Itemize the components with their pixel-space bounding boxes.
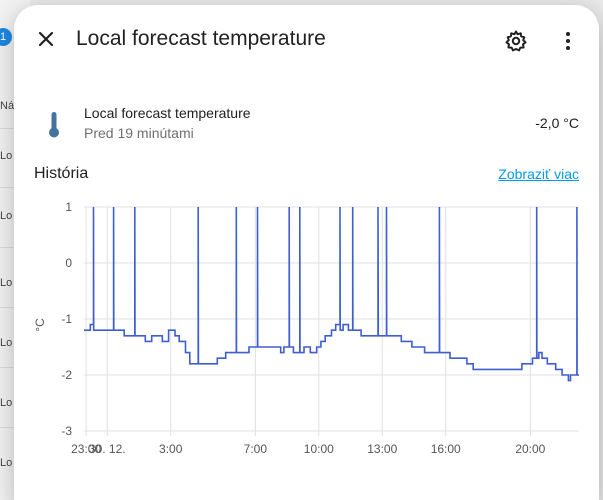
background-row: Lo (0, 337, 13, 349)
y-axis-label: °C (33, 318, 47, 332)
x-tick-label: 30. 12. (89, 442, 126, 456)
y-tick-label: -2 (61, 368, 72, 382)
close-icon (38, 31, 54, 47)
entity-name: Local forecast temperature (84, 105, 251, 121)
x-tick-label: 3:00 (159, 442, 183, 456)
more-options-button[interactable] (556, 29, 580, 53)
background-row: Ná (0, 100, 15, 112)
entity-state: -2,0 °C (535, 115, 579, 131)
x-tick-label: 20:00 (515, 442, 545, 456)
background-row: Lo (0, 210, 13, 222)
dialog-title: Local forecast temperature (76, 27, 326, 50)
gear-icon (505, 30, 527, 52)
x-tick-label: 7:00 (244, 442, 268, 456)
y-tick-label: -3 (61, 424, 72, 438)
notification-badge: 1 (0, 28, 12, 46)
history-title: História (34, 165, 89, 182)
y-tick-label: -1 (61, 312, 72, 326)
close-button[interactable] (34, 27, 58, 51)
x-tick-label: 23:00 (71, 442, 101, 456)
chart-y-ticks: 1 0 -1 -2 -3 (61, 200, 72, 438)
series-line (84, 206, 579, 382)
x-tick-label: 16:00 (431, 442, 461, 456)
chart-series (84, 206, 579, 382)
y-tick-label: 1 (65, 200, 72, 214)
x-tick-label: 10:00 (304, 442, 334, 456)
y-tick-label: 0 (65, 256, 72, 270)
background-row: Lo (0, 150, 13, 162)
thermometer-icon (49, 112, 59, 138)
background-row: Lo (0, 457, 13, 469)
chart-grid (84, 206, 579, 436)
more-info-dialog: Local forecast temperature Local forecas… (14, 5, 599, 500)
dialog-header: Local forecast temperature (14, 5, 599, 75)
entity-last-changed: Pred 19 minútami (84, 125, 194, 141)
show-more-link[interactable]: Zobraziť viac (498, 166, 579, 182)
more-vertical-icon (566, 32, 570, 50)
background-row: Lo (0, 277, 13, 289)
entity-row: Local forecast temperature Pred 19 minút… (14, 95, 599, 155)
settings-button[interactable] (504, 29, 528, 53)
background-row: Lo (0, 397, 13, 409)
x-tick-label: 13:00 (367, 442, 397, 456)
